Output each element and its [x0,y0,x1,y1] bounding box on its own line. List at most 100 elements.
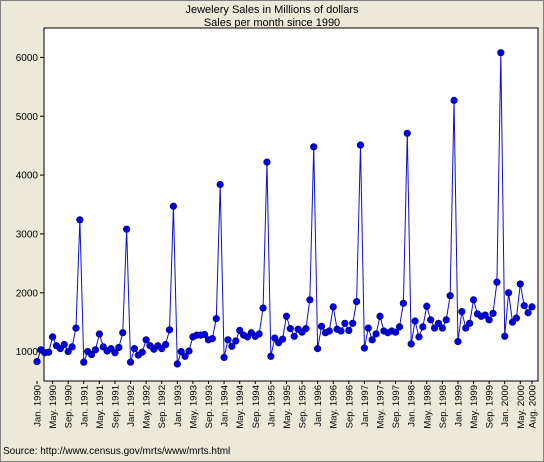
x-tick-label: May. 1997 [375,385,386,429]
data-point [450,96,458,104]
data-point [212,315,220,323]
data-point [115,343,123,352]
data-point [368,336,376,344]
data-point [72,324,80,332]
chart-subtitle: Sales per month since 1990 [203,17,341,29]
data-point [165,326,174,334]
data-point [446,292,454,300]
data-point [181,352,189,360]
y-tick-label: 3000 [16,229,39,240]
data-point [162,340,170,349]
data-point [232,337,240,345]
data-point [415,333,423,341]
y-tick-label: 6000 [16,53,39,64]
data-point [64,347,72,356]
data-point [271,334,279,342]
data-point [360,344,369,352]
x-tick-label: Jan. 2000 [500,385,511,427]
x-tick-label: May. 1998 [422,385,433,429]
data-point [68,343,76,351]
data-point [314,345,322,353]
x-tick-label: May. 1993 [188,385,199,429]
x-tick-label: Jan. 1999 [453,385,464,427]
data-point [317,322,326,330]
data-point [501,332,509,340]
data-point [411,317,419,325]
x-tick-label: Jan. 1992 [126,385,137,427]
x-tick-label: Jan. 1994 [220,385,231,427]
data-point [485,316,493,324]
data-point [80,358,88,366]
x-tick-label: May. 1996 [329,385,340,429]
x-tick-label: Sep. 1999 [485,385,496,428]
data-point [337,327,345,335]
data-point [216,180,224,189]
data-point [419,323,427,331]
data-point [466,319,474,327]
x-tick-label: May. 1994 [235,385,246,429]
data-point [169,202,178,210]
data-point [60,340,68,349]
data-point [423,302,431,310]
data-point [48,333,57,341]
x-tick-label: Sep. 1993 [204,385,215,428]
x-tick-label: Sep. 1991 [110,385,121,428]
x-tick-label: Jan. 1998 [407,385,418,427]
data-point [481,311,489,319]
x-tick-label: May. 1999 [469,385,480,429]
data-point [524,309,532,317]
data-point [263,158,271,166]
data-point [512,314,521,322]
data-point [259,304,267,312]
data-point [427,316,435,324]
data-point [123,225,131,233]
data-point [228,342,236,350]
data-point [173,360,181,368]
data-point [376,312,384,320]
x-tick-label: Sep. 1998 [438,385,449,428]
chart-title: Jewelery Sales in Millions of dollars [185,4,359,16]
data-point [345,326,353,335]
x-tick-label: Sep. 1992 [157,385,168,428]
x-tick-label: Jan. 1993 [173,385,184,427]
x-tick-label: Sep. 1997 [391,385,402,428]
data-point [399,299,407,307]
data-point [462,324,470,332]
x-tick-label: Aug. 2000 [528,385,539,428]
y-axis: 1000 2000 3000 4000 5000 6000 [16,53,44,358]
data-point [364,324,372,332]
data-point [87,350,96,359]
data-point [395,323,404,331]
data-point [278,335,287,343]
x-tick-label: Jan. 1990 [33,385,44,427]
x-tick-label: Sep. 1990 [64,385,75,428]
data-point [200,330,209,339]
data-point [497,49,505,57]
data-point [493,278,501,286]
data-point [290,332,298,340]
data-point [76,216,84,224]
x-tick-label: Sep. 1995 [298,385,309,428]
data-point [267,352,275,360]
data-point [391,328,400,336]
data-point [142,336,150,344]
data-point [329,303,337,311]
data-point [282,312,291,320]
data-point [430,324,439,332]
data-point [403,129,411,137]
data-point [325,327,333,335]
data-point [111,349,119,357]
y-tick-label: 5000 [16,112,39,123]
x-axis: Jan. 1990 May. 1990 Sep. 1990 Jan. 1991 May.… [33,381,539,429]
data-point [505,289,513,297]
y-tick-label: 2000 [16,288,39,299]
y-tick-label: 4000 [16,171,39,182]
x-tick-label: Sep. 1996 [344,385,355,428]
data-point [454,337,462,346]
x-tick-label: May. 1991 [95,385,106,429]
x-tick-label: May. 1992 [142,385,153,429]
data-point [516,280,524,288]
data-point [310,143,318,151]
data-point [91,346,100,354]
